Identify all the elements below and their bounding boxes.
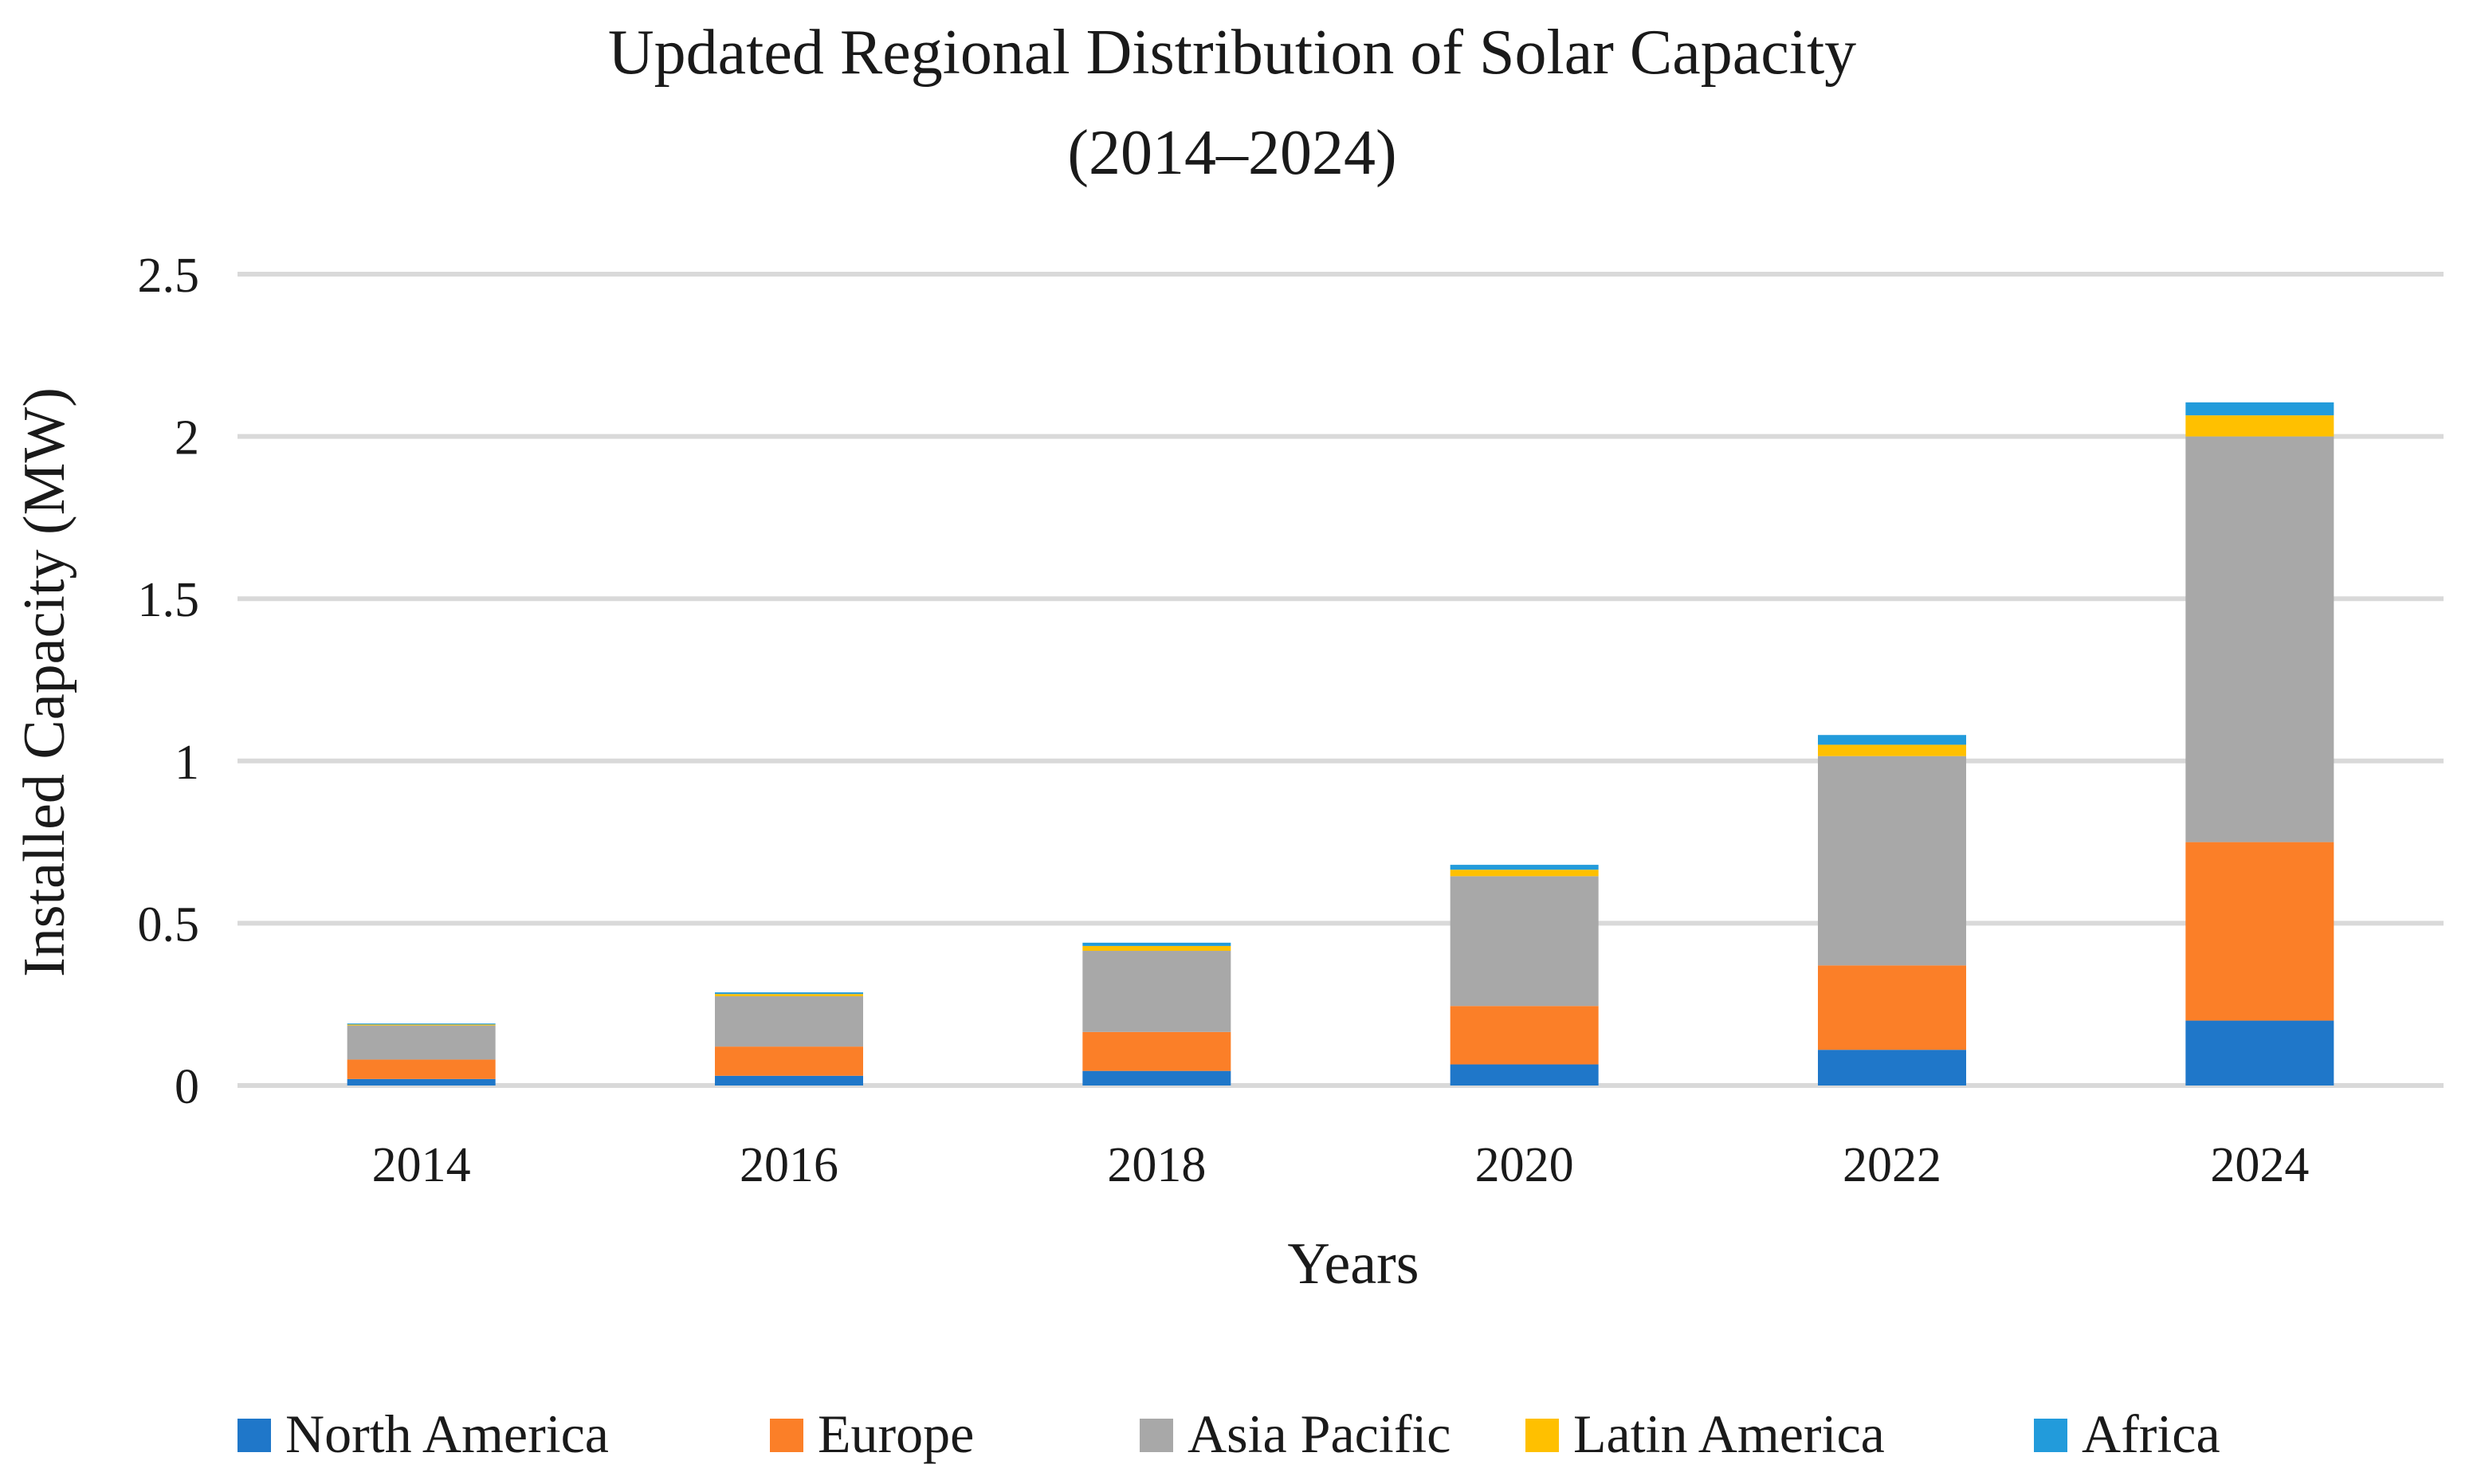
bar-africa-2022 <box>1818 735 1966 745</box>
legend-swatch <box>1525 1419 1559 1452</box>
bar-africa-2018 <box>1082 942 1231 946</box>
legend-swatch <box>238 1419 271 1452</box>
bar-latin-america-2024 <box>2185 415 2334 437</box>
legend-item-north-america: North America <box>238 1404 609 1464</box>
bar-north-america-2016 <box>715 1075 863 1086</box>
bar-europe-2022 <box>1818 965 1966 1050</box>
bar-stack-2024 <box>2185 402 2334 1086</box>
legend-swatch <box>1140 1419 1173 1452</box>
y-tick-label: 2.5 <box>138 249 200 303</box>
bar-asia-pacific-2020 <box>1450 876 1599 1007</box>
bar-africa-2014 <box>347 1023 496 1025</box>
legend-label: Asia Pacific <box>1188 1404 1451 1464</box>
y-tick-label: 0.5 <box>138 897 200 952</box>
bar-europe-2014 <box>347 1059 496 1079</box>
bar-north-america-2022 <box>1818 1050 1966 1086</box>
y-tick-label: 0 <box>175 1060 199 1114</box>
y-axis-title: Installed Capacity (MW) <box>12 387 77 977</box>
bar-africa-2024 <box>2185 402 2334 416</box>
bar-europe-2020 <box>1450 1006 1599 1065</box>
bar-asia-pacific-2024 <box>2185 436 2334 842</box>
bar-stack-2022 <box>1818 735 1966 1086</box>
bar-europe-2016 <box>715 1046 863 1076</box>
legend-item-asia-pacific: Asia Pacific <box>1140 1404 1451 1464</box>
x-axis-ticks: 2014 2016 2018 2020 2022 2024 <box>372 1138 2310 1192</box>
legend-swatch <box>770 1419 803 1452</box>
bar-north-america-2018 <box>1082 1070 1231 1086</box>
bar-latin-america-2022 <box>1818 744 1966 756</box>
x-tick-label: 2020 <box>1475 1138 1574 1192</box>
x-tick-label: 2014 <box>372 1138 471 1192</box>
legend-item-latin-america: Latin America <box>1525 1404 1885 1464</box>
bar-north-america-2020 <box>1450 1064 1599 1086</box>
bar-north-america-2024 <box>2185 1020 2334 1086</box>
x-tick-label: 2016 <box>740 1138 838 1192</box>
x-tick-label: 2018 <box>1107 1138 1206 1192</box>
legend-label: Africa <box>2082 1404 2220 1464</box>
y-tick-label: 1.5 <box>138 573 200 627</box>
bar-asia-pacific-2022 <box>1818 756 1966 966</box>
legend-item-europe: Europe <box>770 1404 974 1464</box>
y-tick-label: 2 <box>175 411 199 465</box>
bar-europe-2018 <box>1082 1031 1231 1071</box>
bar-latin-america-2020 <box>1450 870 1599 877</box>
legend: North America Europe Asia Pacific Latin Ame… <box>238 1404 2220 1464</box>
bar-asia-pacific-2014 <box>347 1025 496 1060</box>
bar-asia-pacific-2016 <box>715 996 863 1047</box>
bar-latin-america-2016 <box>715 994 863 997</box>
legend-label: Latin America <box>1573 1404 1885 1464</box>
y-axis-ticks: 0 0.5 1 1.5 2 2.5 <box>138 249 200 1114</box>
bar-europe-2024 <box>2185 842 2334 1021</box>
x-tick-label: 2024 <box>2210 1138 2309 1192</box>
legend-swatch <box>2034 1419 2067 1452</box>
chart-title: Updated Regional Distribution of Solar C… <box>608 18 1856 88</box>
y-tick-label: 1 <box>175 736 199 790</box>
bar-asia-pacific-2018 <box>1082 951 1231 1032</box>
bar-stack-2018 <box>1082 942 1231 1086</box>
bar-latin-america-2014 <box>347 1024 496 1026</box>
legend-label: North America <box>285 1404 609 1464</box>
gridlines <box>238 272 2444 1088</box>
bar-stack-2014 <box>347 1023 496 1086</box>
legend-item-africa: Africa <box>2034 1404 2220 1464</box>
bar-africa-2020 <box>1450 865 1599 870</box>
chart-subtitle: (2014–2024) <box>1067 118 1396 188</box>
bar-latin-america-2018 <box>1082 945 1231 952</box>
bar-stack-2016 <box>715 992 863 1086</box>
legend-label: Europe <box>818 1404 974 1464</box>
bar-africa-2016 <box>715 992 863 995</box>
x-axis-title: Years <box>1287 1231 1419 1297</box>
x-tick-label: 2022 <box>1843 1138 1941 1192</box>
bars <box>347 402 2334 1086</box>
bar-stack-2020 <box>1450 865 1599 1086</box>
bar-north-america-2014 <box>347 1078 496 1086</box>
